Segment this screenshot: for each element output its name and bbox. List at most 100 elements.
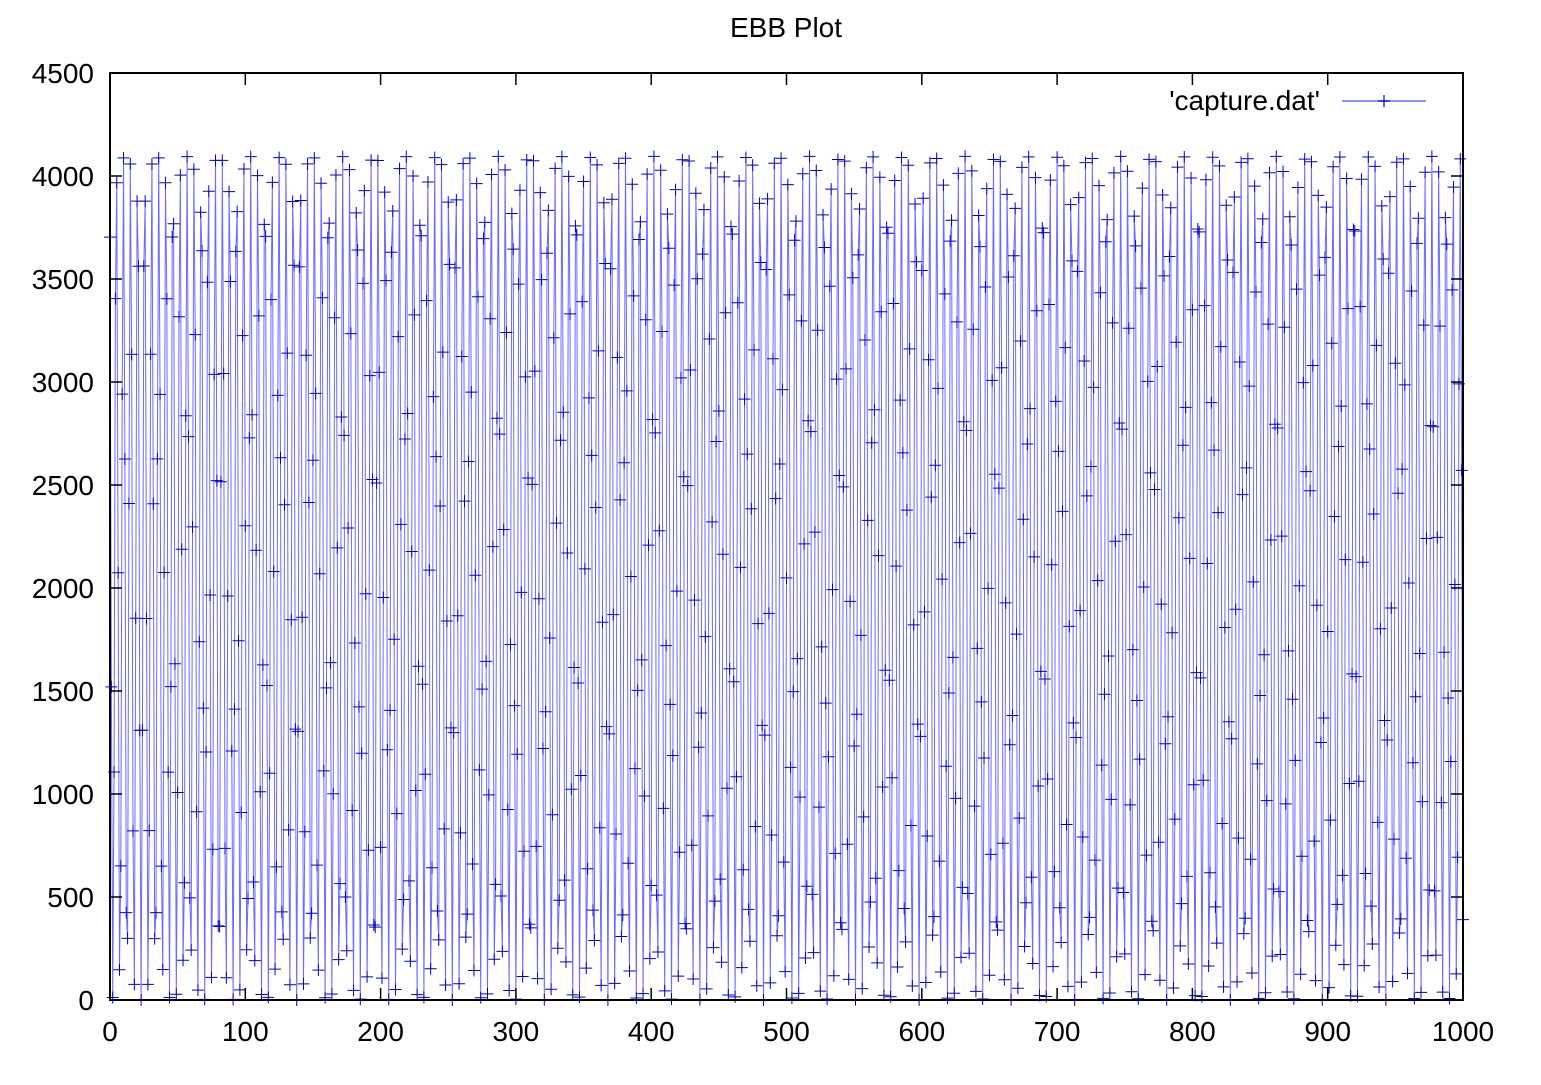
data-point <box>995 361 1008 374</box>
data-point <box>1182 957 1195 970</box>
data-point <box>397 893 410 906</box>
data-point <box>653 524 666 537</box>
data-point <box>976 992 989 1005</box>
data-point <box>1415 986 1428 999</box>
data-point <box>926 929 939 942</box>
data-point <box>699 630 712 643</box>
data-point <box>194 206 207 219</box>
data-point <box>1381 734 1394 747</box>
data-point <box>260 679 273 692</box>
data-point <box>1350 670 1363 683</box>
data-point <box>907 618 920 631</box>
data-point <box>1047 960 1060 973</box>
data-point <box>1079 156 1092 169</box>
data-point <box>637 987 650 1000</box>
data-point <box>1314 736 1327 749</box>
data-point <box>304 931 317 944</box>
data-point <box>1018 940 1031 953</box>
data-point <box>1241 152 1254 165</box>
data-point <box>1286 693 1299 706</box>
data-point <box>607 608 620 621</box>
data-point <box>1260 794 1273 807</box>
data-point <box>1425 150 1438 163</box>
data-point <box>1053 901 1066 914</box>
data-point <box>1348 225 1361 238</box>
data-point <box>197 702 210 715</box>
data-point <box>741 448 754 461</box>
data-point <box>753 197 766 210</box>
data-point <box>969 985 982 998</box>
data-point <box>807 946 820 959</box>
data-point <box>802 414 815 427</box>
data-point <box>277 933 290 946</box>
data-point <box>444 721 457 734</box>
data-point <box>279 158 292 171</box>
data-point <box>347 984 360 997</box>
data-point <box>478 216 491 229</box>
data-point <box>991 924 1004 937</box>
data-point <box>481 987 494 1000</box>
data-point <box>1427 420 1440 433</box>
data-point <box>252 309 265 322</box>
data-point <box>1103 986 1116 999</box>
data-point <box>1055 936 1068 949</box>
y-tick-label: 1000 <box>32 779 94 810</box>
y-tick-label: 500 <box>47 882 94 913</box>
data-point <box>185 944 198 957</box>
data-point <box>611 351 624 364</box>
data-point <box>737 863 750 876</box>
data-point <box>1183 552 1196 565</box>
data-point <box>788 234 801 247</box>
data-point <box>371 154 384 167</box>
data-point <box>944 235 957 248</box>
data-point <box>1313 269 1326 282</box>
data-point <box>789 215 802 228</box>
data-point <box>1312 189 1325 202</box>
data-point <box>1377 253 1390 266</box>
data-point <box>472 290 485 303</box>
data-point <box>1436 986 1449 999</box>
data-point <box>1170 336 1183 349</box>
data-point <box>1369 160 1382 173</box>
data-point <box>765 828 778 841</box>
data-point <box>467 964 480 977</box>
data-point <box>1424 419 1437 432</box>
data-point <box>373 366 386 379</box>
data-point <box>329 168 342 181</box>
data-point <box>781 178 794 191</box>
data-point <box>1149 155 1162 168</box>
data-point <box>243 431 256 444</box>
data-point <box>269 963 282 976</box>
data-point <box>651 946 664 959</box>
data-point <box>779 965 792 978</box>
data-point <box>1052 445 1065 458</box>
data-point <box>565 783 578 796</box>
data-point <box>895 151 908 164</box>
data-point <box>1401 967 1414 980</box>
data-point <box>1444 755 1457 768</box>
data-point <box>1024 402 1037 415</box>
data-point <box>873 171 886 184</box>
x-tick-label: 100 <box>222 1016 269 1047</box>
data-point <box>535 273 548 286</box>
data-point <box>1124 798 1137 811</box>
data-point <box>676 153 689 166</box>
data-point <box>727 675 740 688</box>
data-point <box>936 573 949 586</box>
data-point <box>1321 625 1334 638</box>
data-point <box>930 152 943 165</box>
data-point <box>127 824 140 837</box>
data-point <box>1214 340 1227 353</box>
data-point <box>440 614 453 627</box>
data-point <box>835 923 848 936</box>
data-point <box>1272 885 1285 898</box>
data-point <box>1447 181 1460 194</box>
data-point <box>714 873 727 886</box>
data-point <box>358 184 371 197</box>
data-point <box>914 730 927 743</box>
data-point <box>800 880 813 893</box>
data-point <box>250 544 263 557</box>
data-point <box>1056 505 1069 518</box>
data-point <box>1335 400 1348 413</box>
